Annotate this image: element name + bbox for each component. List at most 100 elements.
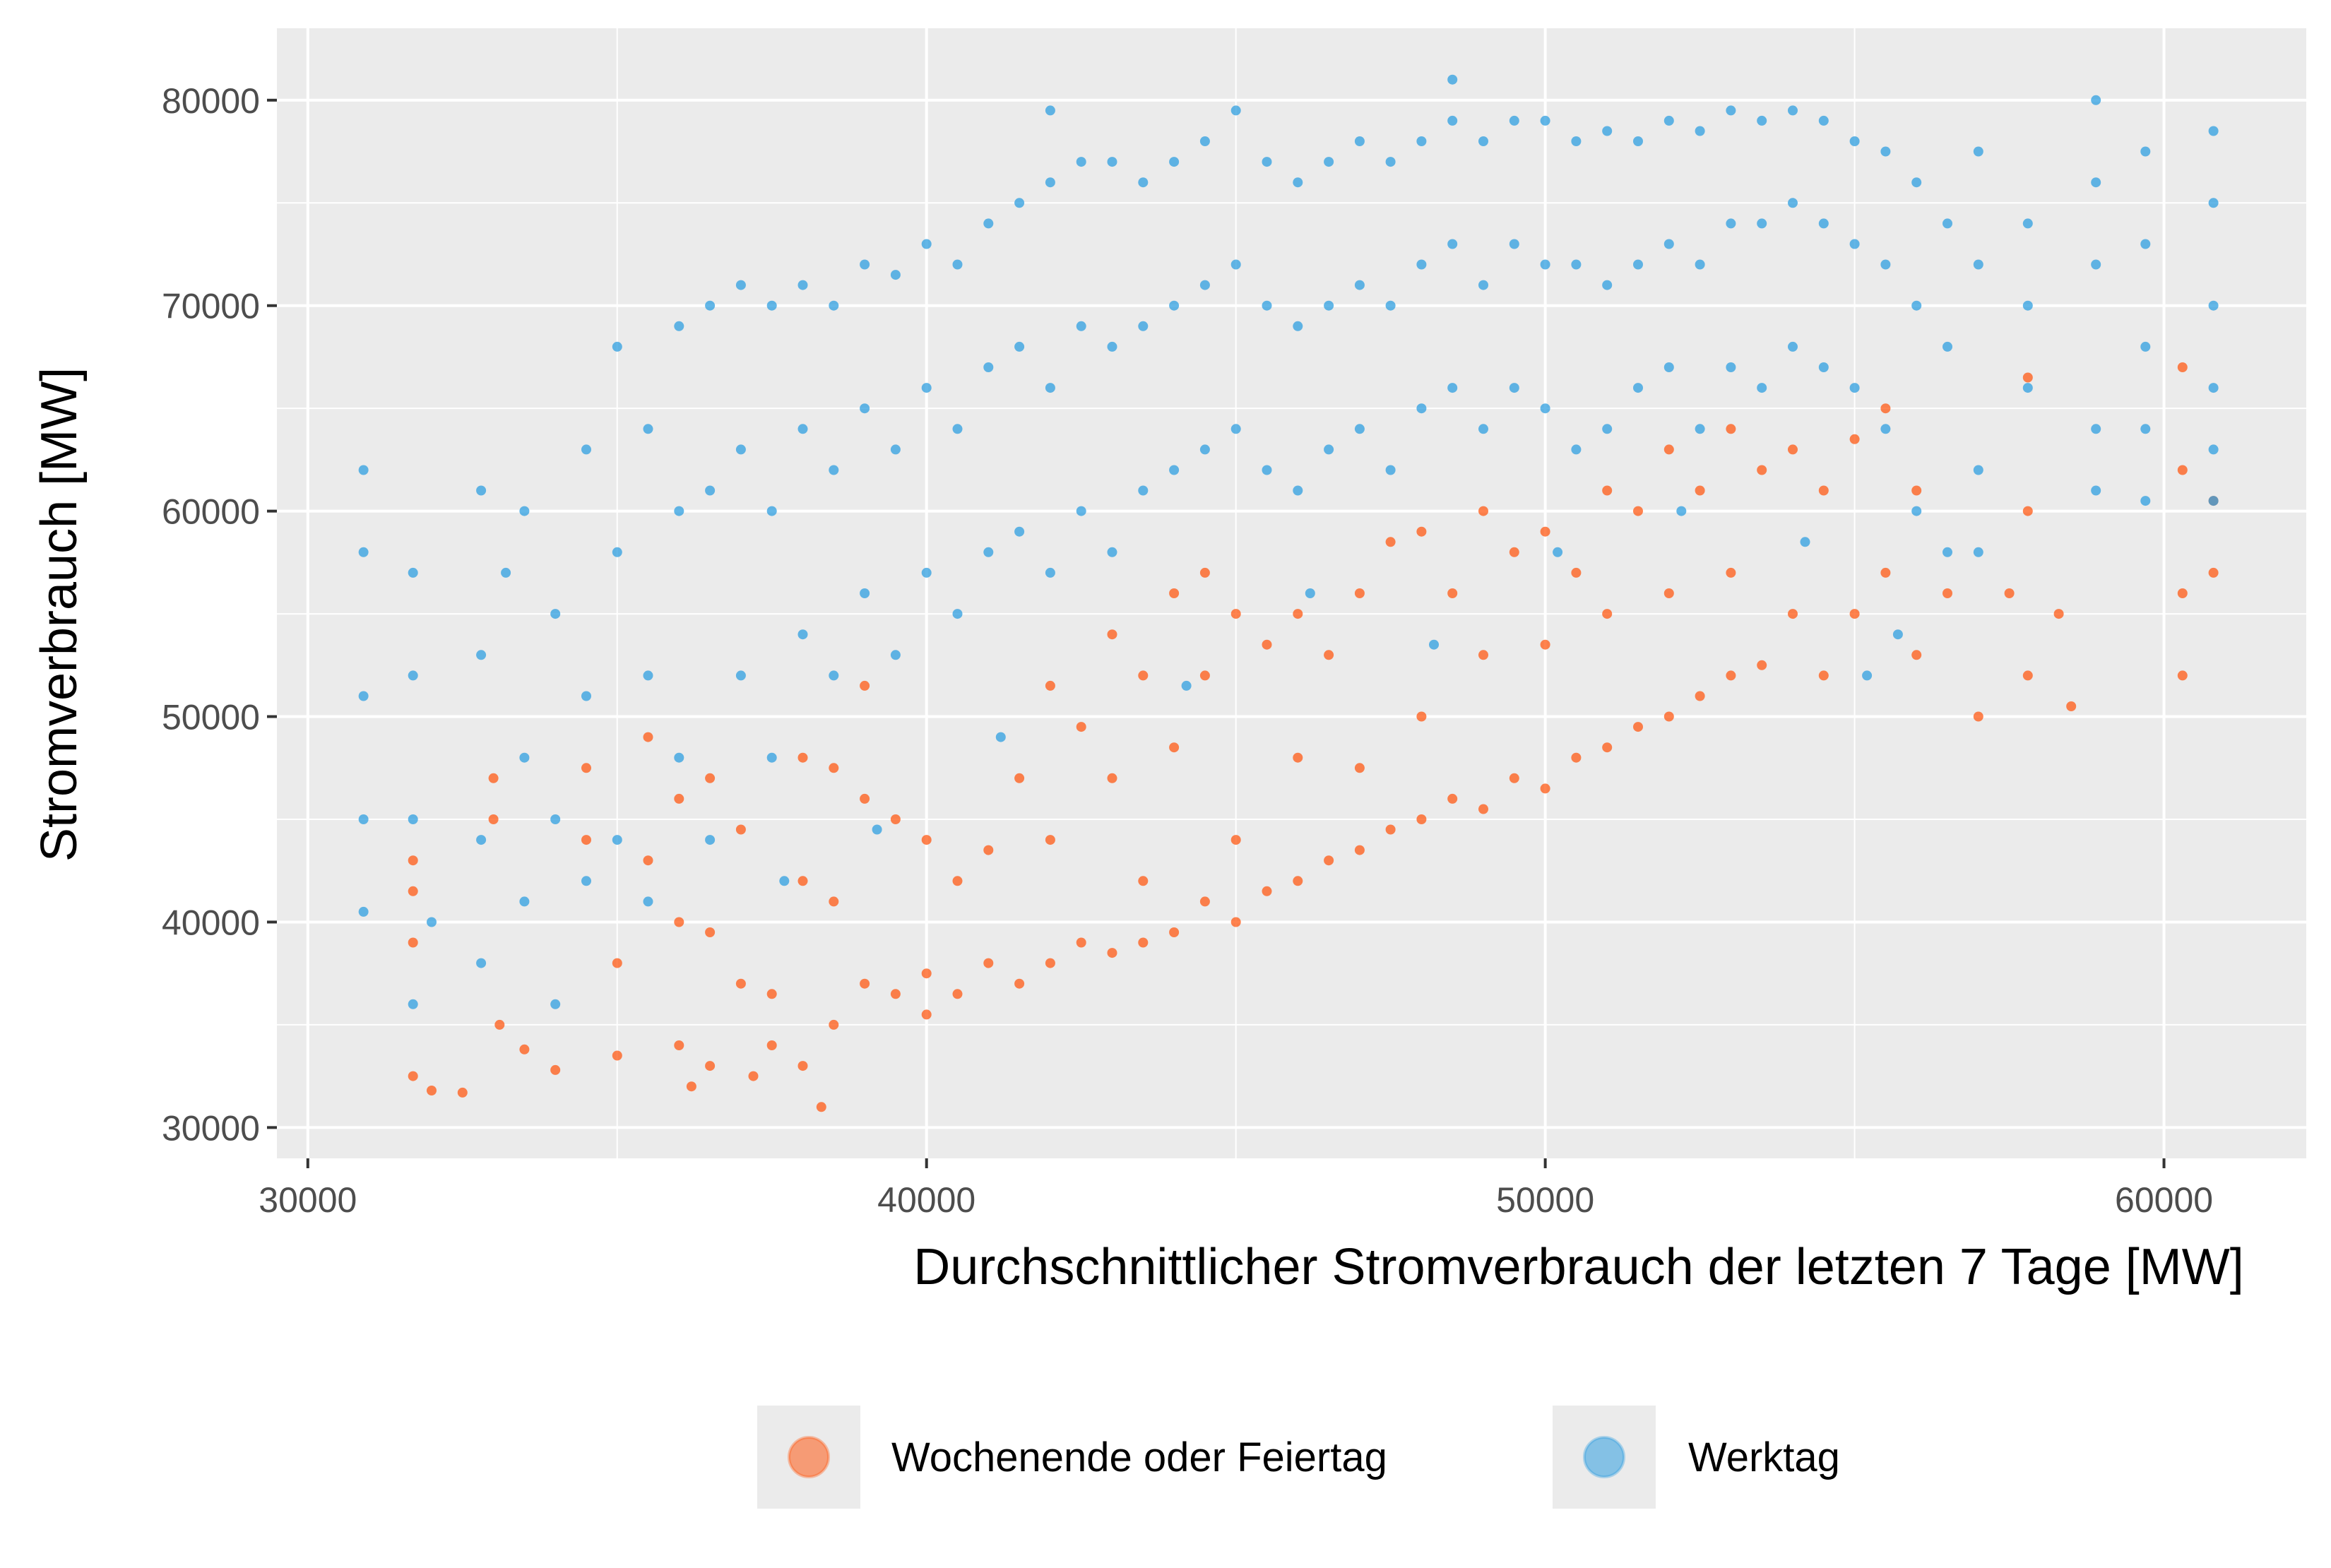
point-workday: [829, 670, 839, 681]
point-workday: [1447, 239, 1458, 249]
point-weekend: [1169, 588, 1180, 598]
point-weekend: [427, 1086, 437, 1095]
point-weekend: [488, 773, 499, 783]
point-workday: [983, 362, 994, 372]
point-workday: [2208, 383, 2219, 393]
point-weekend: [1633, 506, 1643, 516]
point-workday: [1385, 300, 1396, 311]
point-weekend: [1663, 588, 1674, 598]
point-weekend: [1230, 609, 1241, 619]
point-weekend: [1726, 567, 1736, 578]
point-workday: [1230, 105, 1241, 116]
point-weekend: [1911, 650, 1922, 660]
point-workday: [2140, 341, 2151, 352]
point-weekend: [829, 896, 839, 907]
point-workday: [643, 896, 653, 907]
point-weekend: [408, 1071, 418, 1081]
point-weekend: [2177, 588, 2188, 598]
y-axis-title: Stromverbrauch [MW]: [31, 367, 88, 862]
point-weekend: [1571, 752, 1582, 763]
point-workday: [921, 567, 932, 578]
point-workday: [581, 444, 591, 455]
point-workday: [1416, 136, 1427, 146]
point-workday: [1726, 362, 1736, 372]
point-weekend: [1416, 711, 1427, 722]
point-weekend: [1138, 670, 1149, 681]
point-workday: [1107, 157, 1117, 167]
point-workday: [1230, 424, 1241, 434]
point-workday: [1045, 105, 1055, 116]
point-weekend: [766, 989, 777, 999]
point-workday: [2091, 424, 2101, 434]
point-weekend: [1849, 609, 1860, 619]
point-weekend: [1230, 917, 1241, 927]
point-workday: [1076, 506, 1086, 516]
point-workday: [983, 218, 994, 229]
point-workday: [1076, 157, 1086, 167]
point-workday: [952, 424, 963, 434]
point-workday: [860, 403, 870, 414]
point-workday: [1663, 362, 1674, 372]
point-workday: [1014, 198, 1025, 208]
point-weekend: [1478, 506, 1488, 516]
point-weekend: [2022, 506, 2033, 516]
point-weekend: [1757, 465, 1767, 475]
point-workday: [1354, 280, 1365, 290]
point-weekend: [2208, 567, 2219, 578]
point-weekend: [1880, 403, 1891, 414]
point-workday: [612, 547, 622, 557]
point-workday: [2208, 496, 2219, 506]
point-weekend: [1540, 639, 1550, 650]
point-workday: [705, 300, 716, 311]
point-weekend: [1540, 783, 1550, 794]
point-weekend: [1911, 485, 1922, 496]
point-weekend: [1324, 650, 1334, 660]
point-weekend: [2066, 701, 2077, 711]
point-workday: [1509, 239, 1519, 249]
point-workday: [476, 835, 487, 845]
point-weekend: [674, 793, 684, 804]
point-weekend: [612, 1050, 622, 1061]
point-workday: [1911, 506, 1922, 516]
point-weekend: [1045, 835, 1055, 845]
point-workday: [1293, 321, 1303, 331]
point-workday: [1324, 300, 1334, 311]
point-weekend: [1324, 855, 1334, 866]
point-workday: [1447, 383, 1458, 393]
point-workday: [797, 629, 808, 640]
point-workday: [2140, 496, 2151, 506]
point-weekend: [797, 1061, 808, 1071]
point-workday: [1862, 670, 1873, 681]
point-workday: [1045, 177, 1055, 188]
point-weekend: [408, 886, 418, 896]
point-workday: [1849, 239, 1860, 249]
point-weekend: [816, 1102, 826, 1112]
point-workday: [1138, 177, 1149, 188]
point-workday: [1800, 537, 1810, 547]
point-workday: [2208, 198, 2219, 208]
point-workday: [2091, 177, 2101, 188]
point-weekend: [1354, 763, 1365, 773]
point-workday: [612, 835, 622, 845]
point-workday: [2022, 300, 2033, 311]
point-weekend: [1540, 526, 1550, 537]
point-workday: [1602, 126, 1613, 136]
point-workday: [890, 270, 901, 280]
point-workday: [674, 752, 684, 763]
point-workday: [2140, 146, 2151, 157]
y-tick-label: 30000: [162, 1108, 260, 1148]
point-workday: [2208, 444, 2219, 455]
point-workday: [797, 280, 808, 290]
point-weekend: [860, 978, 870, 989]
point-workday: [1169, 465, 1180, 475]
point-weekend: [890, 989, 901, 999]
point-weekend: [674, 1040, 684, 1050]
point-weekend: [860, 680, 870, 691]
point-weekend: [408, 855, 418, 866]
point-weekend: [1663, 444, 1674, 455]
point-weekend: [748, 1071, 759, 1081]
point-weekend: [494, 1019, 505, 1030]
point-workday: [408, 670, 418, 681]
point-workday: [829, 300, 839, 311]
point-workday: [1385, 157, 1396, 167]
